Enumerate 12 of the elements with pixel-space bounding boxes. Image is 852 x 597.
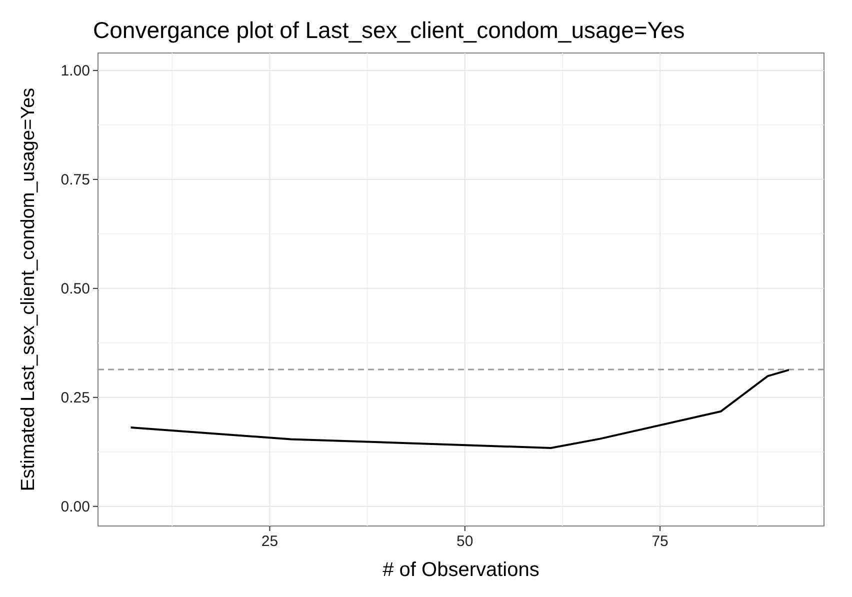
y-axis-title: Estimated Last_sex_client_condom_usage=Yes [18, 88, 39, 492]
y-tick-label: 0.25 [60, 390, 90, 407]
line-series [130, 368, 790, 449]
y-tick-label: 0.75 [60, 172, 90, 189]
y-tick-label: 1.00 [60, 62, 90, 80]
x-tick-label: 75 [652, 533, 668, 550]
y-tick-label: 0.00 [60, 498, 90, 516]
x-axis-title: # of Observations [382, 559, 540, 581]
chart-title: Convergance plot of Last_sex_client_condom_usage=Yes [93, 17, 685, 43]
x-tick-label: 50 [456, 533, 474, 550]
x-tick-label: 25 [261, 533, 278, 550]
y-tick-label: 0.50 [60, 280, 90, 298]
